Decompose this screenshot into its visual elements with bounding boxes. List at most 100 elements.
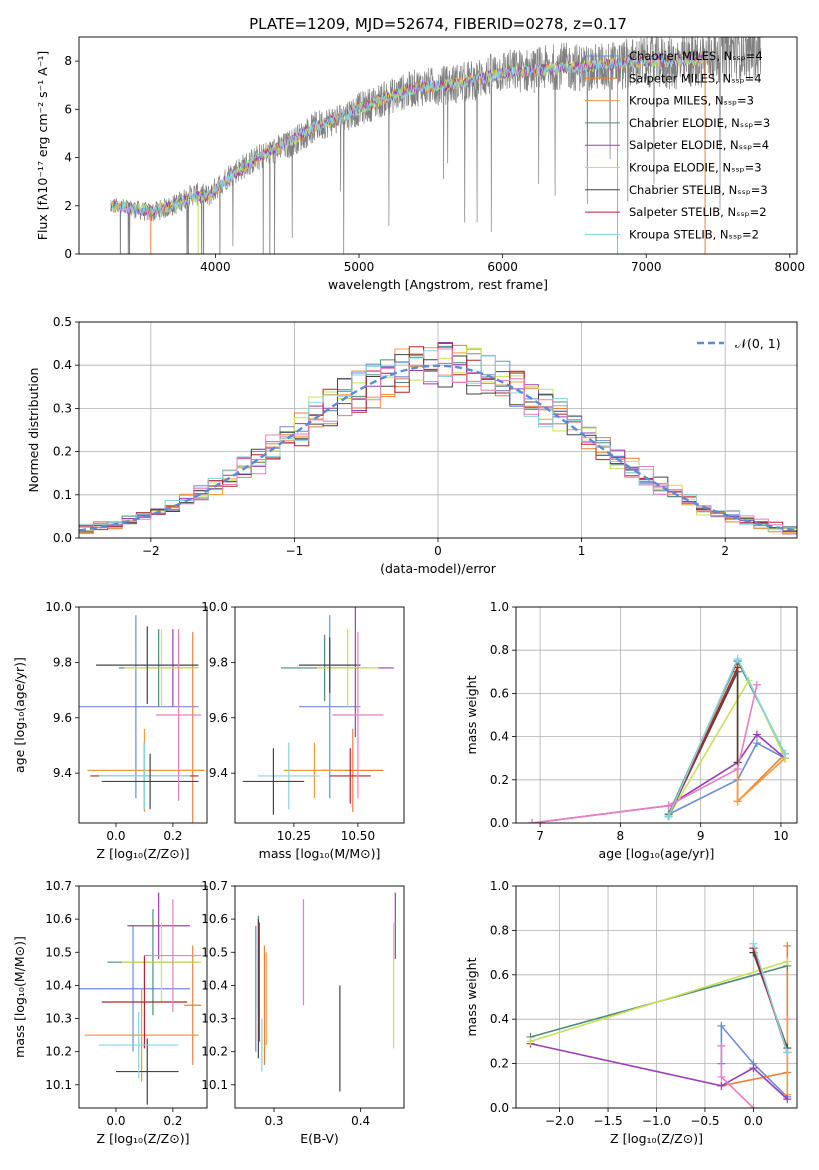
x-tick-label: 0.0: [106, 829, 125, 843]
x-tick-label: 2: [721, 544, 729, 558]
x-tick-label: 0.2: [163, 829, 182, 843]
x-tick-label: 0: [434, 544, 442, 558]
x-tick-label: 7000: [631, 260, 662, 274]
y-tick-label: 10.0: [45, 600, 72, 614]
x-tick-label: 0.0: [106, 1114, 125, 1128]
x-tick-label: 0.2: [163, 1114, 182, 1128]
x-tick-label: 7: [536, 829, 544, 843]
x-tick-label: −1.5: [593, 1114, 622, 1128]
weight-point-marker: [780, 749, 789, 758]
weight-point-marker: [749, 1104, 758, 1108]
y-tick-label: 0.6: [490, 968, 509, 982]
y-tick-label: 9.8: [53, 655, 72, 669]
y-tick-label: 10.4: [201, 978, 228, 992]
legend-label: Kroupa STELIB, Nₛₛₚ=2: [629, 227, 759, 241]
z-weights-chart: −2.0 −1.5 −1.0 −0.5 0.0 0.0 0.2 0.4 0.6 0.8 1.0 Z […: [464, 879, 798, 1146]
x-tick-label: 8: [617, 829, 625, 843]
y-tick-label: 9.4: [53, 766, 72, 780]
spectrum-lines: [110, 37, 762, 254]
y-tick-label: 9.8: [209, 655, 228, 669]
mass-vs-age-chart: 10.25 10.50 9.4 9.6 9.8 10.0 mass [log₁₀(M/M⊙)…: [201, 600, 405, 861]
y-tick-label: 9.6: [53, 711, 72, 725]
y-tick-label: 0: [64, 247, 72, 261]
z-vs-age-chart: 0.0 0.2 9.4 9.6 9.8 10.0 Z [log₁₀(Z/Z⊙)] age [l…: [12, 600, 208, 861]
y-tick-label: 0.0: [490, 1101, 509, 1115]
z-vs-mass-chart: 0.0 0.2 10.1 10.2 10.3 10.4 10.5 10.6 10.7 Z [log…: [12, 879, 208, 1146]
x-tick-label: −2.0: [545, 1114, 574, 1128]
weight-series-line: [531, 733, 786, 823]
y-tick-label: 10.7: [45, 879, 72, 893]
x-axis-label: wavelength [Angstrom, rest frame]: [328, 277, 548, 292]
weight-point-marker: [749, 939, 758, 948]
y-tick-label: 10.0: [201, 600, 228, 614]
x-tick-label: −1.0: [642, 1114, 671, 1128]
y-tick-label: 0.2: [490, 773, 509, 787]
weight-point-marker: [733, 797, 742, 806]
model-spectrum-line: [110, 54, 704, 216]
axes-frame: [78, 36, 798, 255]
legend-label: Salpeter MILES, Nₛₛₚ=4: [629, 71, 762, 85]
y-tick-label: 1.0: [490, 600, 509, 614]
weight-point-marker: [783, 957, 792, 966]
y-axis-label: Flux [fλ10⁻¹⁷ erg cm⁻² s⁻¹ A⁻¹]: [35, 51, 50, 240]
y-tick-label: 10.2: [45, 1045, 72, 1059]
x-tick-label: 0.4: [351, 1114, 370, 1128]
weight-point-marker: [752, 739, 761, 748]
x-tick-label: 6000: [487, 260, 518, 274]
y-tick-label: 10.5: [45, 945, 72, 959]
x-tick-label: 0.3: [264, 1114, 283, 1128]
legend-label: Chabrier MILES, Nₛₛₚ=4: [629, 49, 763, 63]
figure-title: PLATE=1209, MJD=52674, FIBERID=0278, z=0…: [249, 15, 627, 33]
model-spectrum-line: [110, 52, 704, 216]
axes-frame: [515, 606, 798, 824]
y-tick-label: 4: [64, 151, 72, 165]
y-tick-label: 0.4: [53, 358, 72, 372]
weight-point-marker: [749, 1064, 758, 1073]
x-axis-label: Z [log₁₀(Z/Z⊙)]: [97, 846, 190, 861]
error-bars: [242, 607, 394, 815]
weight-lines: [528, 654, 789, 823]
y-tick-label: 2: [64, 199, 72, 213]
y-tick-label: 10.3: [45, 1012, 72, 1026]
legend: 𝒩(0, 1): [697, 336, 781, 351]
residuals-chart: −2 −1 0 1 2 0.0 0.1 0.2 0.3 0.4 0.5 (data-model)/er…: [26, 315, 798, 576]
x-axis-label: Z [log₁₀(Z/Z⊙)]: [97, 1131, 190, 1146]
weight-series-line: [668, 742, 786, 816]
x-tick-label: 8000: [775, 260, 806, 274]
normal-curve-line: [79, 364, 797, 532]
y-tick-label: 10.6: [201, 912, 228, 926]
legend-label: Salpeter ELODIE, Nₛₛₚ=4: [629, 138, 769, 152]
observed-spectrum-line: [110, 37, 762, 254]
error-bars: [79, 615, 205, 823]
legend-label: Chabrier ELODIE, Nₛₛₚ=3: [629, 116, 770, 130]
weight-point-marker: [783, 1095, 792, 1104]
weight-point-marker: [717, 1021, 726, 1030]
y-tick-label: 0.4: [490, 1012, 509, 1026]
error-bars: [79, 892, 202, 1105]
y-tick-label: 10.2: [201, 1045, 228, 1059]
y-tick-label: 9.4: [209, 766, 228, 780]
weight-point-marker: [717, 1072, 726, 1081]
legend-label: 𝒩(0, 1): [735, 336, 781, 351]
x-tick-label: 10.50: [341, 829, 375, 843]
y-tick-label: 10.6: [45, 912, 72, 926]
x-tick-label: −2: [142, 544, 160, 558]
axes-frame: [234, 885, 405, 1109]
y-tick-label: 1.0: [490, 879, 509, 893]
ebv-vs-mass-chart: 0.3 0.4 10.1 10.2 10.3 10.4 10.5 10.6 10.7 E(B-V): [201, 879, 405, 1146]
weight-point-marker: [526, 1037, 535, 1046]
y-axis-label: mass weight: [464, 957, 479, 1036]
weight-point-marker: [664, 801, 673, 810]
weight-series-line: [752, 943, 789, 1053]
y-axis-label: mass weight: [464, 675, 479, 754]
weight-series-line: [531, 684, 758, 823]
x-tick-label: 4000: [200, 260, 231, 274]
weight-series-line: [667, 656, 786, 817]
weight-point-marker: [783, 1015, 792, 1024]
spectrum-chart: 4000 5000 6000 7000 8000 0 2 4 6 8 wavelength [Ang…: [35, 36, 806, 292]
weight-point-marker: [528, 819, 537, 823]
y-tick-label: 10.7: [201, 879, 228, 893]
axes-frame: [515, 885, 798, 1109]
y-tick-label: 0.3: [53, 401, 72, 415]
